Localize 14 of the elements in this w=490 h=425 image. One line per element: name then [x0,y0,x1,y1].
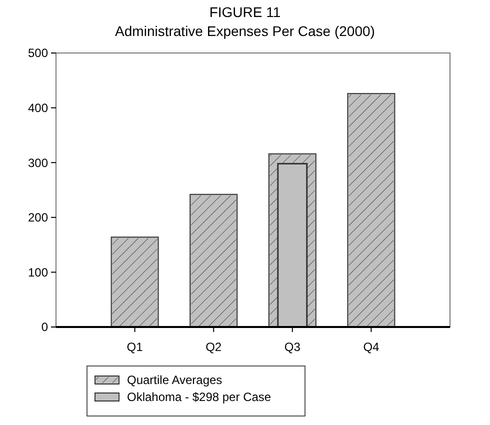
x-tick-label: Q4 [363,340,380,354]
y-tick-label: 100 [28,265,48,280]
legend-label: Oklahoma - $298 per Case [127,390,272,404]
y-tick-label: 500 [28,46,48,60]
x-tick-label: Q3 [284,340,301,354]
x-tick-label: Q2 [206,340,222,354]
y-tick-label: 400 [28,101,48,115]
chart-title: FIGURE 11 [209,4,281,20]
y-tick-label: 300 [28,156,48,170]
chart-subtitle: Administrative Expenses Per Case (2000) [115,23,375,39]
y-tick-label: 0 [41,320,48,334]
legend-label: Quartile Averages [127,373,222,388]
x-tick-label: Q1 [126,340,144,354]
y-tick-label: 200 [28,210,48,225]
